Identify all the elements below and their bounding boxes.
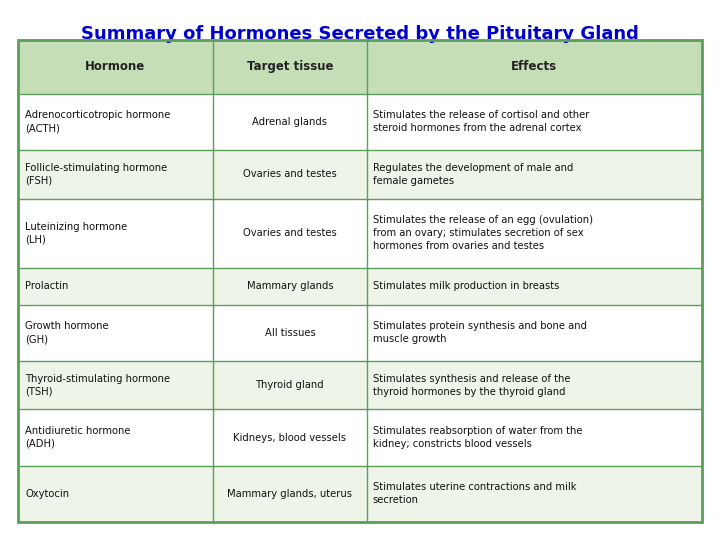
Text: Stimulates synthesis and release of the
thyroid hormones by the thyroid gland: Stimulates synthesis and release of the … (373, 374, 570, 396)
Text: Adrenal glands: Adrenal glands (253, 117, 328, 127)
Bar (18, 40, 702, 522)
Text: Adrenocorticotropic hormone
(ACTH): Adrenocorticotropic hormone (ACTH) (25, 111, 171, 133)
Bar (18, 40, 702, 94)
Text: All tissues: All tissues (264, 328, 315, 338)
Text: Stimulates reabsorption of water from the
kidney; constricts blood vessels: Stimulates reabsorption of water from th… (373, 426, 582, 449)
Text: Stimulates the release of an egg (ovulation)
from an ovary; stimulates secretion: Stimulates the release of an egg (ovulat… (373, 215, 593, 251)
Text: Growth hormone
(GH): Growth hormone (GH) (25, 321, 109, 344)
Text: Summary of Hormones Secreted by the Pituitary Gland: Summary of Hormones Secreted by the Pitu… (81, 25, 639, 43)
Bar (18, 465, 702, 522)
Text: Stimulates the release of cortisol and other
steroid hormones from the adrenal c: Stimulates the release of cortisol and o… (373, 111, 589, 133)
Text: Follicle-stimulating hormone
(FSH): Follicle-stimulating hormone (FSH) (25, 163, 167, 186)
Text: Prolactin: Prolactin (25, 281, 68, 291)
Bar (18, 268, 702, 305)
Bar (18, 409, 702, 465)
Text: Thyroid gland: Thyroid gland (256, 380, 324, 390)
Text: Ovaries and testes: Ovaries and testes (243, 228, 337, 238)
Text: Antidiuretic hormone
(ADH): Antidiuretic hormone (ADH) (25, 426, 130, 449)
Text: Target tissue: Target tissue (247, 60, 333, 73)
Bar (18, 199, 702, 268)
Bar (18, 305, 702, 361)
Text: Kidneys, blood vessels: Kidneys, blood vessels (233, 433, 346, 443)
Text: Ovaries and testes: Ovaries and testes (243, 170, 337, 179)
Text: Thyroid-stimulating hormone
(TSH): Thyroid-stimulating hormone (TSH) (25, 374, 170, 396)
Bar (18, 150, 702, 199)
Text: Hormone: Hormone (86, 60, 145, 73)
Text: Effects: Effects (511, 60, 557, 73)
Text: Stimulates milk production in breasts: Stimulates milk production in breasts (373, 281, 559, 291)
Text: Oxytocin: Oxytocin (25, 489, 69, 499)
Text: Stimulates protein synthesis and bone and
muscle growth: Stimulates protein synthesis and bone an… (373, 321, 587, 344)
Text: Mammary glands: Mammary glands (246, 281, 333, 291)
Text: Luteinizing hormone
(LH): Luteinizing hormone (LH) (25, 222, 127, 245)
Text: Stimulates uterine contractions and milk
secretion: Stimulates uterine contractions and milk… (373, 482, 576, 505)
Bar (18, 94, 702, 150)
Text: Regulates the development of male and
female gametes: Regulates the development of male and fe… (373, 163, 573, 186)
Bar (18, 361, 702, 409)
Text: Mammary glands, uterus: Mammary glands, uterus (228, 489, 352, 499)
